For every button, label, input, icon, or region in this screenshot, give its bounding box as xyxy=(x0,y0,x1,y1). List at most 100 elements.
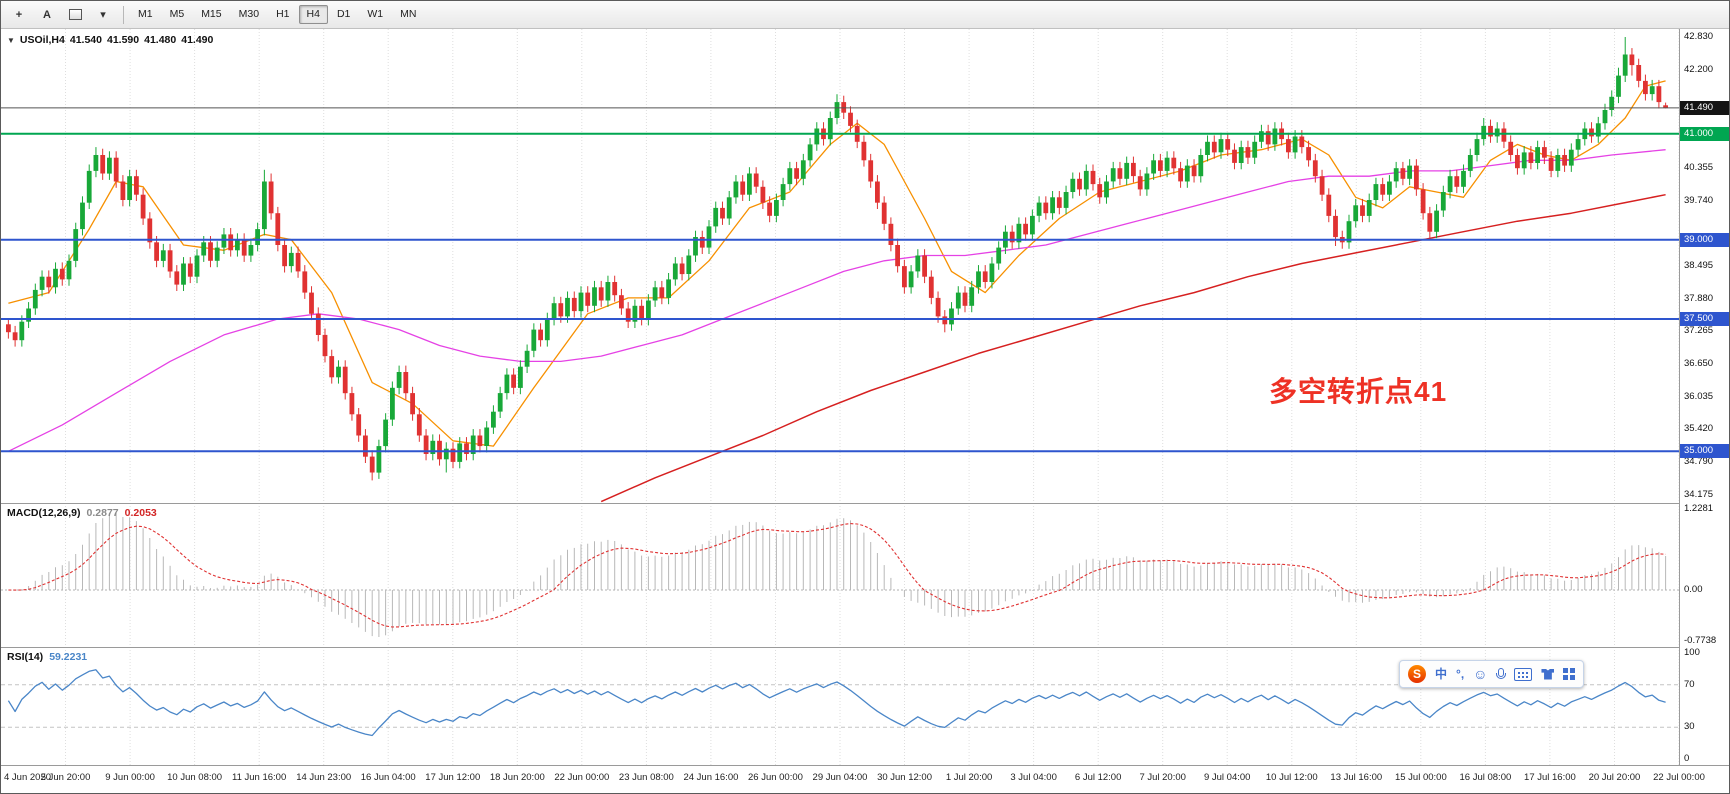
time-label: 9 Jul 04:00 xyxy=(1203,772,1251,783)
chevron-down-icon: ▾ xyxy=(100,9,106,21)
skin-icon[interactable] xyxy=(1541,668,1555,680)
rsi-tick: 100 xyxy=(1684,647,1700,658)
microphone-icon[interactable] xyxy=(1496,667,1507,681)
text-tool-icon: A xyxy=(43,8,51,21)
timeframe-group: M1 M5 M15 M30 H1 H4 D1 W1 MN xyxy=(130,5,425,24)
chinese-mode-button[interactable]: 中 xyxy=(1435,667,1448,681)
rsi-label: RSI(14) 59.2231 xyxy=(7,651,93,663)
tf-button-h4[interactable]: H4 xyxy=(298,5,328,24)
chart-bars-icon-button[interactable]: + xyxy=(5,3,33,27)
price-tick: 37.880 xyxy=(1684,292,1714,304)
ohlc-open: 41.540 xyxy=(69,34,102,46)
ime-toolbar[interactable]: S 中 °, ☺ xyxy=(1399,660,1585,688)
pane-separator[interactable] xyxy=(1,503,1729,504)
price-badge: 35.000 xyxy=(1680,444,1729,459)
time-label: 26 Jun 00:00 xyxy=(747,772,803,783)
keyboard-icon[interactable] xyxy=(1514,667,1533,681)
macd-pane[interactable] xyxy=(1,503,1679,647)
time-label: 11 Jun 16:00 xyxy=(232,772,287,783)
price-axis-separator xyxy=(1679,29,1680,793)
price-axis[interactable]: 42.830 42.200 40.355 39.740 38.495 37.880 37.2… xyxy=(1680,29,1729,793)
tf-button-h1[interactable]: H1 xyxy=(276,8,290,20)
price-tick: 34.175 xyxy=(1684,489,1714,500)
collapse-indicator-icon: ▼ xyxy=(7,36,15,45)
time-label: 23 Jun 08:00 xyxy=(618,772,674,783)
emoji-button[interactable]: ☺ xyxy=(1473,666,1488,682)
time-label: 22 Jul 00:00 xyxy=(1653,772,1705,783)
price-tick: 39.740 xyxy=(1684,194,1714,206)
macd-label: MACD(12,26,9) 0.2877 0.2053 xyxy=(7,507,163,519)
time-label: 20 Jul 20:00 xyxy=(1588,772,1641,783)
annotation-text: 多空转折点41 xyxy=(1269,376,1448,407)
time-label: 16 Jun 04:00 xyxy=(360,772,416,783)
chart-bars-icon: + xyxy=(15,8,23,21)
time-label: 17 Jul 16:00 xyxy=(1524,772,1576,783)
symbol-timeframe: USOil,H4 xyxy=(19,34,65,46)
tf-button-mn[interactable]: MN xyxy=(400,8,417,20)
ohlc-close: 41.490 xyxy=(181,34,214,46)
price-tick: 42.200 xyxy=(1684,64,1714,76)
macd-value-signal: 0.2053 xyxy=(124,507,157,519)
price-badge: 37.500 xyxy=(1680,312,1729,327)
rsi-value: 59.2231 xyxy=(49,651,88,663)
time-label: 10 Jun 08:00 xyxy=(167,772,223,783)
punctuation-button[interactable]: °, xyxy=(1456,667,1465,681)
price-tick: 36.035 xyxy=(1684,390,1714,402)
ohlc-high: 41.590 xyxy=(106,34,140,46)
macd-tick: 1.2281 xyxy=(1684,503,1714,514)
price-badge: 41.490 xyxy=(1680,100,1729,115)
ohlc-low: 41.480 xyxy=(144,34,177,46)
time-label: 5 Jun 20:00 xyxy=(40,772,91,783)
tf-button-w1[interactable]: W1 xyxy=(367,8,384,20)
time-label: 18 Jun 20:00 xyxy=(489,772,545,783)
tf-button-m30[interactable]: M30 xyxy=(238,8,260,20)
time-label: 7 Jul 20:00 xyxy=(1139,772,1186,783)
price-badge: 41.000 xyxy=(1680,126,1729,141)
shapes-icon xyxy=(68,9,82,20)
time-label: 9 Jun 00:00 xyxy=(105,772,155,783)
price-tick: 36.650 xyxy=(1684,358,1714,370)
time-label: 4 Jun 2020 xyxy=(4,772,52,783)
price-tick: 37.265 xyxy=(1684,325,1714,337)
time-label: 6 Jul 12:00 xyxy=(1074,772,1122,783)
text-tool-button[interactable]: A xyxy=(33,3,61,27)
price-tick: 34.790 xyxy=(1684,456,1714,468)
time-label: 10 Jul 12:00 xyxy=(1265,772,1318,783)
menu-grid-icon[interactable] xyxy=(1563,668,1569,673)
tf-button-d1[interactable]: D1 xyxy=(336,8,351,20)
main-chart-pane[interactable] xyxy=(1,29,1679,503)
macd-tick: -0.7738 xyxy=(1684,635,1717,646)
time-label: 16 Jul 08:00 xyxy=(1459,772,1512,783)
time-label: 29 Jun 04:00 xyxy=(812,772,868,783)
toolbar-separator xyxy=(123,5,124,24)
time-label: 1 Jul 20:00 xyxy=(945,772,993,783)
tf-button-m5[interactable]: M5 xyxy=(169,8,185,20)
price-badge: 39.000 xyxy=(1680,232,1729,247)
rsi-tick: 70 xyxy=(1684,678,1695,690)
time-label: 22 Jun 00:00 xyxy=(554,772,610,783)
time-label: 24 Jun 16:00 xyxy=(683,772,739,783)
price-tick: 38.495 xyxy=(1684,260,1714,272)
macd-value-main: 0.2877 xyxy=(86,507,119,519)
shapes-button[interactable] xyxy=(61,3,89,27)
time-label: 14 Jun 23:00 xyxy=(296,772,352,783)
rsi-tick: 0 xyxy=(1684,753,1690,764)
time-label: 17 Jun 12:00 xyxy=(425,772,481,783)
pane-separator[interactable] xyxy=(1,647,1729,648)
tf-button-m1[interactable]: M1 xyxy=(138,8,153,20)
rsi-name: RSI(14) xyxy=(7,651,44,663)
ohlc-label: ▼ USOil,H4 41.540 41.590 41.480 41.490 xyxy=(7,34,218,46)
tools-dropdown-button[interactable]: ▾ xyxy=(89,3,117,27)
time-label: 13 Jul 16:00 xyxy=(1330,772,1383,783)
rsi-tick: 30 xyxy=(1684,721,1695,733)
time-label: 3 Jul 04:00 xyxy=(1010,772,1057,783)
price-tick: 42.830 xyxy=(1684,31,1714,42)
time-label: 15 Jul 00:00 xyxy=(1394,772,1447,783)
price-tick: 35.420 xyxy=(1684,423,1714,435)
price-tick: 40.355 xyxy=(1684,161,1714,173)
tf-button-m15[interactable]: M15 xyxy=(201,8,222,20)
time-label: 30 Jun 12:00 xyxy=(877,772,932,783)
time-axis[interactable]: 4 Jun 2020 5 Jun 20:00 9 Jun 00:00 10 Jun 0… xyxy=(1,765,1729,793)
sogou-logo-icon[interactable]: S xyxy=(1408,665,1426,683)
